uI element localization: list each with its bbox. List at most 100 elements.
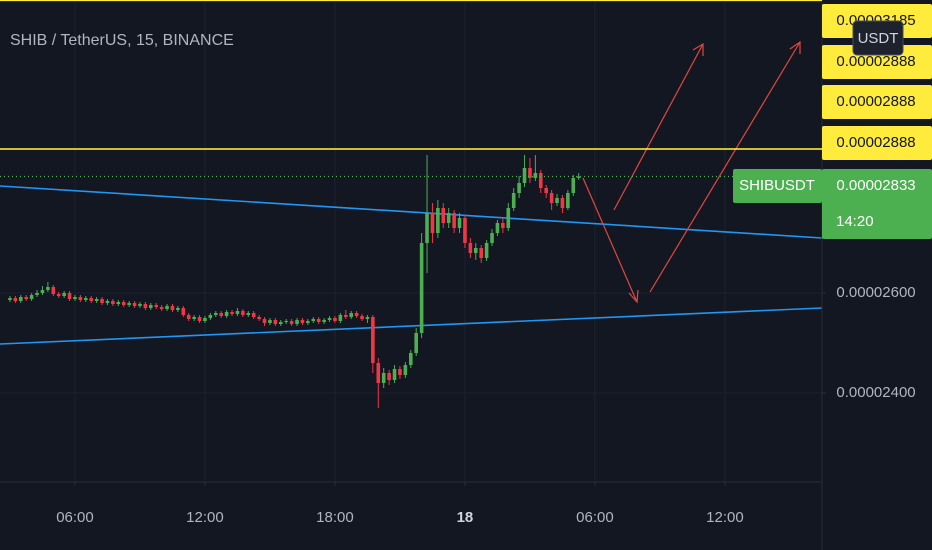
x-tick-label: 12:00 bbox=[186, 509, 224, 526]
candle-body bbox=[371, 317, 375, 363]
candle-body bbox=[430, 213, 435, 233]
candle-body bbox=[425, 213, 429, 243]
candle-body bbox=[463, 218, 467, 243]
candle-body bbox=[566, 193, 570, 208]
candle-body bbox=[576, 176, 581, 178]
candle-body bbox=[192, 317, 196, 319]
currency-button-label[interactable]: USDT bbox=[858, 30, 899, 47]
candle-body bbox=[224, 312, 229, 316]
candle-body bbox=[511, 193, 516, 208]
candle-body bbox=[360, 316, 364, 319]
candle-body bbox=[408, 353, 413, 365]
candle-body bbox=[148, 305, 153, 308]
candle-body bbox=[132, 303, 137, 306]
candle-body bbox=[338, 315, 343, 321]
candle-body bbox=[452, 213, 456, 228]
arrow bbox=[649, 41, 801, 293]
candle-body bbox=[322, 320, 326, 322]
candle-body bbox=[495, 223, 500, 233]
candle-body bbox=[154, 305, 159, 307]
last-price-label: 0.00002833 bbox=[836, 177, 915, 194]
candle-body bbox=[398, 369, 402, 375]
candle-body bbox=[528, 168, 532, 178]
candle-body bbox=[278, 322, 283, 324]
candle-body bbox=[83, 298, 88, 300]
candle-body bbox=[327, 318, 332, 320]
arrow bbox=[613, 43, 704, 211]
trend-line bbox=[0, 185, 823, 239]
chart-title: SHIB / TetherUS, 15, BINANCE bbox=[10, 32, 234, 49]
candle-body bbox=[333, 318, 337, 321]
candle-body bbox=[197, 317, 202, 321]
x-tick-label: 06:00 bbox=[576, 509, 614, 526]
candle-body bbox=[538, 173, 543, 188]
candle-body bbox=[555, 198, 559, 203]
price-line-label: 0.00002888 bbox=[836, 53, 915, 70]
candle-body bbox=[51, 287, 56, 294]
price-line-label-box bbox=[822, 126, 932, 160]
candle-body bbox=[230, 312, 234, 314]
last-price-box bbox=[822, 169, 932, 239]
candle-body bbox=[544, 188, 548, 193]
candle-body bbox=[138, 304, 142, 306]
candle-body bbox=[560, 198, 565, 208]
candle-body bbox=[549, 193, 554, 203]
candle-body bbox=[506, 208, 511, 228]
candle-body bbox=[273, 320, 278, 324]
x-tick-label: 12:00 bbox=[706, 509, 744, 526]
candle-body bbox=[159, 307, 164, 309]
candle-body bbox=[56, 294, 61, 296]
candle-body bbox=[89, 298, 94, 301]
candle-body bbox=[306, 321, 310, 323]
candle-body bbox=[446, 213, 451, 223]
candle-body bbox=[62, 293, 66, 296]
candle-body bbox=[354, 313, 359, 316]
candle-body bbox=[311, 319, 316, 321]
candle-body bbox=[24, 297, 29, 299]
price-line-label-box bbox=[822, 45, 932, 79]
candle-body bbox=[457, 218, 462, 228]
candle-body bbox=[176, 308, 180, 310]
candle-body bbox=[501, 223, 505, 228]
candle-body bbox=[100, 299, 104, 303]
candle-body bbox=[18, 297, 23, 301]
candle-body bbox=[571, 178, 576, 193]
candle-body bbox=[484, 243, 489, 258]
arrow-head bbox=[628, 289, 639, 304]
x-tick-label: 06:00 bbox=[56, 509, 94, 526]
price-line-label-box bbox=[822, 85, 932, 119]
candle-body bbox=[284, 321, 289, 322]
candle-body bbox=[121, 302, 126, 305]
candle-body bbox=[251, 313, 256, 317]
arrow-head bbox=[692, 42, 704, 56]
symbol-label: SHIBUSDT bbox=[739, 177, 815, 194]
currency-button[interactable]: USDT bbox=[852, 20, 904, 56]
candle-body bbox=[73, 297, 77, 299]
candle-body bbox=[29, 295, 34, 299]
candle-body bbox=[203, 318, 207, 321]
candle-body bbox=[365, 317, 370, 319]
candle-body bbox=[111, 301, 115, 304]
candle-body bbox=[208, 315, 213, 318]
candle-body bbox=[170, 306, 175, 310]
y-tick-label: 0.00002400 bbox=[836, 384, 915, 401]
candle-body bbox=[105, 301, 110, 303]
candle-body bbox=[295, 320, 299, 324]
candle-body bbox=[8, 298, 12, 300]
arrow bbox=[582, 177, 638, 303]
countdown-label: 14:20 bbox=[836, 213, 874, 230]
y-tick-label: 0.00002600 bbox=[836, 284, 915, 301]
candle-body bbox=[127, 303, 131, 305]
candle-body bbox=[40, 290, 45, 293]
candle-body bbox=[241, 311, 245, 315]
candle-body bbox=[533, 173, 538, 178]
candle-body bbox=[387, 373, 391, 380]
candle-body bbox=[343, 315, 348, 317]
currency-button-box[interactable] bbox=[852, 20, 904, 56]
candle-body bbox=[67, 293, 72, 299]
candle-body bbox=[262, 319, 267, 323]
candle-body bbox=[165, 306, 169, 309]
